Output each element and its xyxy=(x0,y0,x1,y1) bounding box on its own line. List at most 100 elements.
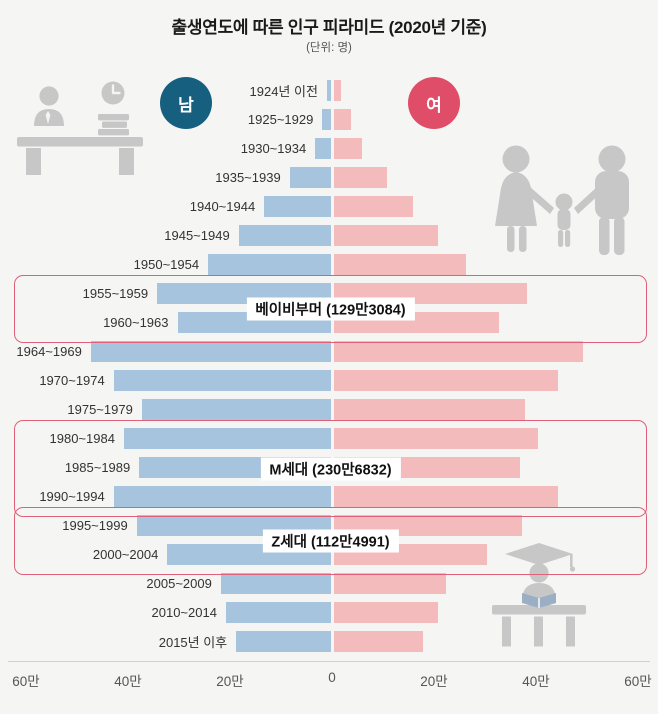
pyramid-row: 1995~1999 xyxy=(26,511,638,540)
axis-tick: 20만 xyxy=(420,674,448,689)
female-bar xyxy=(333,283,528,304)
male-half: 2005~2009 xyxy=(26,569,332,598)
x-axis-ticks: 60만 40만 20만 0 20만 40만 60만 xyxy=(12,670,651,690)
female-bar xyxy=(333,428,538,449)
axis-tick: 20만 xyxy=(216,674,244,689)
row-label: 1945~1949 xyxy=(164,228,230,243)
office-worker-icon xyxy=(12,78,148,176)
female-half xyxy=(332,221,638,250)
female-bar xyxy=(333,341,584,362)
male-bar xyxy=(139,457,331,478)
female-legend-badge: 여 xyxy=(408,77,460,129)
female-half xyxy=(332,366,638,395)
graduate-reading-icon xyxy=(478,541,600,653)
wall-clock-icon xyxy=(101,81,125,105)
row-label: 1995~1999 xyxy=(62,518,128,533)
female-bar xyxy=(333,457,520,478)
female-bar xyxy=(333,631,423,652)
male-legend-badge: 남 xyxy=(160,77,212,129)
female-half xyxy=(332,424,638,453)
male-half: 1940~1944 xyxy=(26,192,332,221)
pyramid-row: 1924년 이전 xyxy=(26,76,638,105)
female-bar xyxy=(333,370,558,391)
male-half: 2015년 이후 xyxy=(26,627,332,656)
pyramid-row: 2000~2004 xyxy=(26,540,638,569)
male-half: 1995~1999 xyxy=(26,511,332,540)
female-bar xyxy=(333,602,439,623)
pyramid-row: 1975~1979 xyxy=(26,395,638,424)
female-half xyxy=(332,395,638,424)
male-bar xyxy=(220,573,331,594)
row-label: 1955~1959 xyxy=(82,286,149,301)
male-bar xyxy=(264,196,331,217)
male-bar xyxy=(177,312,331,333)
pyramid-row: 1955~1959 xyxy=(26,279,638,308)
axis-tick: 0 xyxy=(328,670,336,685)
pyramid-row: 1964~1969 xyxy=(16,337,638,366)
unit-note: (단위: 명) xyxy=(306,42,352,54)
row-label: 1940~1944 xyxy=(189,199,256,214)
male-bar xyxy=(123,428,331,449)
row-label: 1925~1929 xyxy=(247,112,314,127)
female-bar xyxy=(333,138,362,159)
pyramid-row: 1990~1994 xyxy=(26,482,638,511)
row-label: 2015년 이후 xyxy=(158,635,228,650)
family-icon xyxy=(486,142,642,270)
page-title: 출생연도에 따른 인구 피라미드 (2020년 기준) xyxy=(171,18,487,37)
female-bar xyxy=(333,80,342,101)
male-half: 1930~1934 xyxy=(26,134,332,163)
male-bar xyxy=(315,138,331,159)
female-bar xyxy=(333,399,525,420)
male-half: 1970~1974 xyxy=(26,366,332,395)
pyramid-row: 1930~1934 xyxy=(26,134,638,163)
male-half: 1935~1939 xyxy=(26,163,332,192)
female-half xyxy=(332,453,638,482)
axis-tick: 40만 xyxy=(522,674,550,689)
female-half xyxy=(332,569,638,598)
male-half: 1950~1954 xyxy=(26,250,332,279)
female-half xyxy=(332,540,638,569)
male-bar xyxy=(225,602,331,623)
female-half xyxy=(332,337,638,366)
female-half xyxy=(332,511,638,540)
female-half xyxy=(332,250,638,279)
male-bar xyxy=(322,109,331,130)
pyramid-row: 1945~1949 xyxy=(26,221,638,250)
female-half xyxy=(332,598,638,627)
male-bar xyxy=(208,254,331,275)
male-bar xyxy=(90,341,331,362)
male-bar xyxy=(113,486,331,507)
female-half xyxy=(332,192,638,221)
female-bar xyxy=(333,167,388,188)
male-half: 1985~1989 xyxy=(26,453,332,482)
male-bar xyxy=(157,283,331,304)
male-bar xyxy=(238,225,331,246)
male-half: 1925~1929 xyxy=(26,105,332,134)
male-half: 1990~1994 xyxy=(26,482,332,511)
male-half: 2010~2014 xyxy=(26,598,332,627)
row-label: 2010~2014 xyxy=(151,605,217,620)
row-label: 1950~1954 xyxy=(133,257,200,272)
male-bar xyxy=(136,515,331,536)
male-half: 1980~1984 xyxy=(26,424,332,453)
axis-tick: 40만 xyxy=(114,674,142,689)
pyramid-row: 2005~2009 xyxy=(26,569,638,598)
female-bar xyxy=(333,196,413,217)
female-half xyxy=(332,482,638,511)
male-half: 2000~2004 xyxy=(26,540,332,569)
row-label: 2005~2009 xyxy=(146,576,212,591)
pyramid-row: 1925~1929 xyxy=(26,105,638,134)
female-bar xyxy=(333,109,352,130)
axis-tick: 60만 xyxy=(624,674,652,689)
x-axis-line xyxy=(8,661,650,662)
pyramid-row: 1970~1974 xyxy=(26,366,638,395)
female-half xyxy=(332,76,638,105)
row-label: 1990~1994 xyxy=(39,489,105,504)
pyramid-row: 2010~2014 xyxy=(26,598,638,627)
male-bar xyxy=(326,80,331,101)
pyramid-rows: 1924년 이전 1925~1929 1930~1934 1935~1939 1940~… xyxy=(16,76,638,656)
male-bar xyxy=(289,167,331,188)
female-half xyxy=(332,105,638,134)
female-half xyxy=(332,308,638,337)
